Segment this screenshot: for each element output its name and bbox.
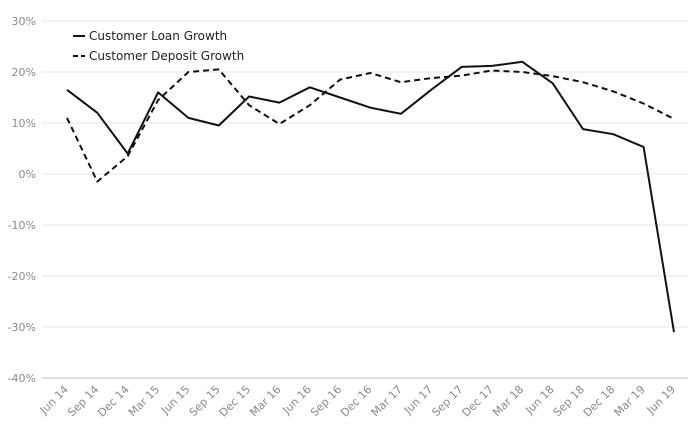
y-tick-label: -10% [8,219,36,232]
legend-item-loan: Customer Loan Growth [73,29,227,43]
x-tick-label: Mar 15 [126,383,162,419]
x-tick-label: Jun 18 [522,383,556,417]
x-tick-label: Dec 18 [581,383,618,420]
x-tick-label: Mar 17 [369,383,405,419]
x-tick-label: Dec 16 [338,383,375,420]
x-tick-label: Jun 19 [644,383,678,417]
y-axis: 30% 20% 10% 0% -10% -20% -30% -40% [8,15,36,385]
x-tick-label: Sep 16 [308,383,344,419]
x-tick-label: Sep 18 [551,383,587,419]
y-tick-label: -30% [8,321,36,334]
y-tick-label: 0% [19,168,36,181]
series-lines [66,60,675,333]
x-tick-label: Dec 17 [459,383,496,420]
series-line-deposit [66,68,675,183]
x-tick-label: Mar 19 [612,383,648,419]
legend-label-deposit: Customer Deposit Growth [89,49,244,63]
x-tick-label: Jun 17 [401,383,435,417]
x-tick-label: Mar 16 [247,383,283,419]
legend-item-deposit: Customer Deposit Growth [73,49,244,63]
grid-lines [42,20,688,379]
x-tick-label: Sep 14 [65,383,101,419]
y-tick-label: 30% [12,15,36,28]
x-tick-label: Dec 15 [217,383,254,420]
y-tick-label: 20% [12,66,36,79]
y-tick-label: -40% [8,372,36,385]
series-line-loan [66,60,675,333]
x-tick-label: Mar 18 [490,383,526,419]
x-tick-label: Sep 17 [429,383,465,419]
x-tick-label: Dec 14 [95,383,132,420]
legend: Customer Loan Growth Customer Deposit Gr… [73,29,244,63]
y-tick-label: 10% [12,117,36,130]
x-tick-label: Jun 15 [158,383,192,417]
legend-label-loan: Customer Loan Growth [89,29,227,43]
x-tick-label: Jun 14 [37,383,71,417]
x-tick-label: Sep 15 [187,383,223,419]
x-tick-label: Jun 16 [279,383,313,417]
y-tick-label: -20% [8,270,36,283]
